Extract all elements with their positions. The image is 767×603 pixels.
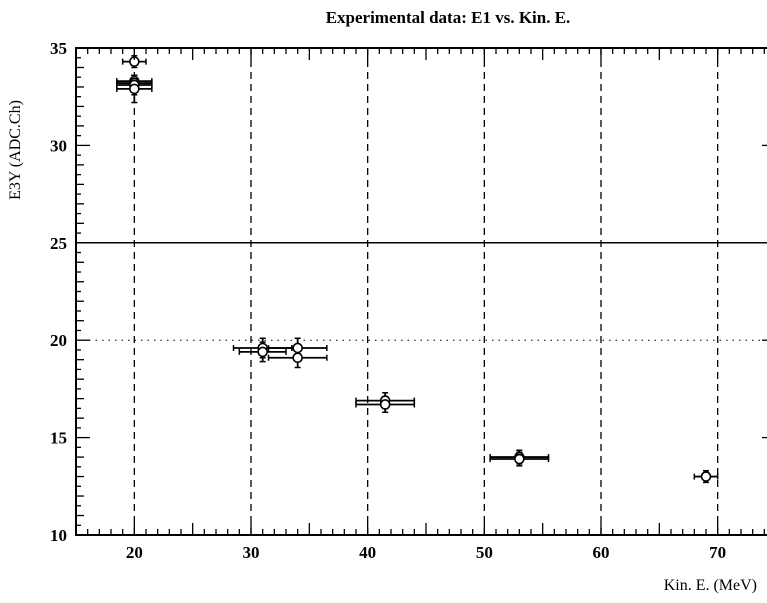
y-tick-label-25: 25: [50, 234, 67, 253]
x-tick-label-20: 20: [126, 543, 143, 562]
y-tick-label-35: 35: [50, 39, 67, 58]
x-tick-label-70: 70: [709, 543, 726, 562]
x-tick-label-50: 50: [476, 543, 493, 562]
data-point-13: [700, 471, 712, 482]
error-bars: [116, 55, 719, 484]
data-point-12: [514, 453, 525, 465]
data-points: [129, 56, 712, 482]
y-tick-label-15: 15: [50, 429, 67, 448]
grid: [76, 48, 767, 535]
y-tick-label-10: 10: [50, 526, 67, 545]
data-point-10: [379, 399, 391, 410]
data-point-4: [129, 83, 140, 95]
data-point-6: [257, 346, 268, 358]
x-tick-label-40: 40: [359, 543, 376, 562]
data-point-8: [292, 352, 303, 364]
x-tick-label-30: 30: [243, 543, 260, 562]
axis-ticks: [76, 48, 767, 535]
y-tick-label-30: 30: [50, 136, 67, 155]
tick-labels: 20 30 40 50 60 70 10 15 20 25 30 35: [50, 39, 726, 562]
x-axis-label: Kin. E. (MeV): [664, 577, 757, 594]
x-tick-label-60: 60: [593, 543, 610, 562]
chart-title: Experimental data: E1 vs. Kin. E.: [326, 8, 571, 27]
plot-frame: [75, 47, 767, 536]
y-axis-label: E3Y (ADC.Ch): [7, 100, 24, 200]
data-point-7: [292, 342, 303, 354]
y-tick-label-20: 20: [50, 331, 67, 350]
